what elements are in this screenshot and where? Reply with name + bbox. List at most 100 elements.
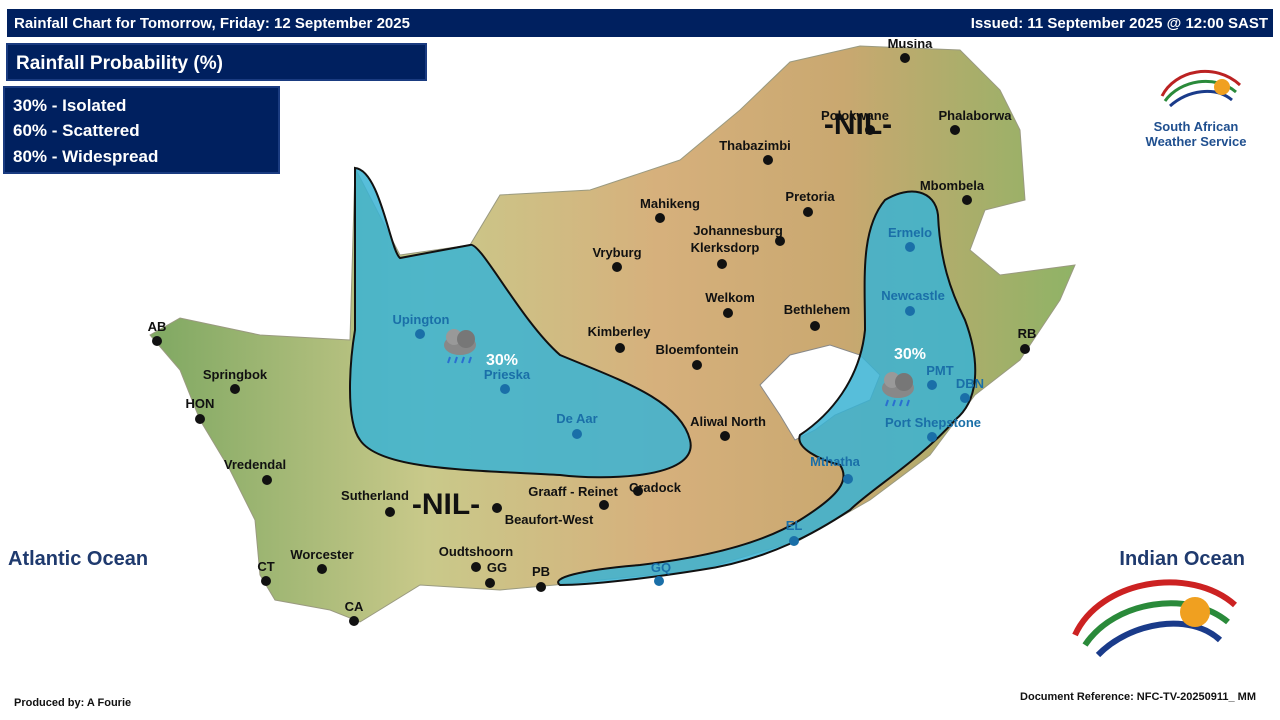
town-label: Pretoria — [785, 189, 835, 204]
rain-icons — [444, 329, 914, 407]
town-dot — [262, 475, 272, 485]
legend-title: Rainfall Probability (%) — [16, 53, 223, 74]
town-dot — [615, 343, 625, 353]
town-dot — [654, 576, 664, 586]
town-dot — [572, 429, 582, 439]
town-label: Kimberley — [588, 324, 652, 339]
town-label: DBN — [956, 376, 984, 391]
town-dot — [717, 259, 727, 269]
town-label: Polokwane — [821, 108, 889, 123]
town-dot — [900, 53, 910, 63]
town-label: Welkom — [705, 290, 755, 305]
town-dot — [905, 242, 915, 252]
nil-label: -NIL- — [824, 108, 892, 141]
town-label: Mahikeng — [640, 196, 700, 211]
header-bar — [5, 7, 1275, 39]
logo-text: Weather Service — [1146, 134, 1247, 149]
legend-box — [3, 86, 280, 174]
rain-zone-east — [557, 190, 977, 587]
town-label: CA — [345, 599, 364, 614]
town-dot — [763, 155, 773, 165]
town-label: Bloemfontein — [655, 342, 738, 357]
footer-reference: Document Reference: NFC-TV-20250911_ MM — [1020, 691, 1256, 703]
zone-label: 30% — [486, 352, 518, 369]
town-dot — [950, 125, 960, 135]
header-title: Rainfall Chart for Tomorrow, Friday: 12 … — [14, 15, 410, 32]
rain-cloud-icon — [882, 372, 914, 407]
town-dot — [723, 308, 733, 318]
logo-large — [1072, 579, 1237, 658]
town-dot — [843, 474, 853, 484]
town-dot — [349, 616, 359, 626]
town-label: Aliwal North — [690, 414, 766, 429]
town-dot — [195, 414, 205, 424]
town-dot — [775, 236, 785, 246]
town-dot — [720, 431, 730, 441]
town-label: GQ — [651, 560, 671, 575]
town-label: Johannesburg — [693, 223, 783, 238]
town-dot — [485, 578, 495, 588]
town-dot — [905, 306, 915, 316]
town-label: Phalaborwa — [939, 108, 1013, 123]
town-dot — [385, 507, 395, 517]
footer-producer: Produced by: A Fourie — [14, 697, 131, 709]
town-dot — [152, 336, 162, 346]
town-dot — [492, 503, 502, 513]
town-label: Vredendal — [224, 457, 286, 472]
town-dot — [612, 262, 622, 272]
nil-label: -NIL- — [412, 488, 480, 521]
town-label: Musina — [888, 36, 934, 51]
town-label: Thabazimbi — [719, 138, 791, 153]
town-dot — [536, 582, 546, 592]
town-dot — [230, 384, 240, 394]
town-label: De Aar — [556, 411, 597, 426]
town-label: HON — [186, 396, 215, 411]
town-dot — [1020, 344, 1030, 354]
header-issued: Issued: 11 September 2025 @ 12:00 SAST — [971, 15, 1268, 32]
town-label: Springbok — [203, 367, 268, 382]
legend-item: 60% - Scattered — [13, 121, 140, 140]
rain-zone-west — [349, 166, 692, 479]
zone-label: 30% — [894, 346, 926, 363]
town-label: Mbombela — [920, 178, 985, 193]
town-dot — [810, 321, 820, 331]
town-label: Vryburg — [592, 245, 641, 260]
town-dot — [692, 360, 702, 370]
town-label: Oudtshoorn — [439, 544, 513, 559]
town-label: GG — [487, 560, 507, 575]
town-dot — [471, 562, 481, 572]
town-dot — [960, 393, 970, 403]
towns: Musina Polokwane Phalaborwa Thabazimbi Mbomb… — [148, 36, 1036, 626]
town-label: Worcester — [290, 547, 353, 562]
town-dot — [317, 564, 327, 574]
town-label: Newcastle — [881, 288, 945, 303]
town-dot — [655, 213, 665, 223]
legend-title-box — [6, 43, 427, 81]
ocean-label: Indian Ocean — [1119, 548, 1245, 570]
town-label: Bethlehem — [784, 302, 850, 317]
town-dot — [500, 384, 510, 394]
town-label: Port Shepstone — [885, 415, 981, 430]
town-dot — [599, 500, 609, 510]
town-label: Beaufort-West — [505, 512, 594, 527]
town-label: PMT — [926, 363, 954, 378]
town-label: Cradock — [629, 480, 682, 495]
town-dot — [261, 576, 271, 586]
town-dot — [789, 536, 799, 546]
town-label: Mthatha — [810, 454, 861, 469]
town-dot — [927, 380, 937, 390]
town-label: EL — [786, 518, 803, 533]
rain-cloud-icon — [444, 329, 476, 364]
town-label: Sutherland — [341, 488, 409, 503]
town-label: Klerksdorp — [691, 240, 760, 255]
town-dot — [865, 125, 875, 135]
town-label: AB — [148, 319, 167, 334]
town-label: Upington — [392, 312, 449, 327]
town-label: CT — [257, 559, 274, 574]
legend-item: 30% - Isolated — [13, 96, 126, 115]
logo-text: South African — [1154, 119, 1239, 134]
logo-small — [1160, 70, 1242, 108]
town-dot — [415, 329, 425, 339]
